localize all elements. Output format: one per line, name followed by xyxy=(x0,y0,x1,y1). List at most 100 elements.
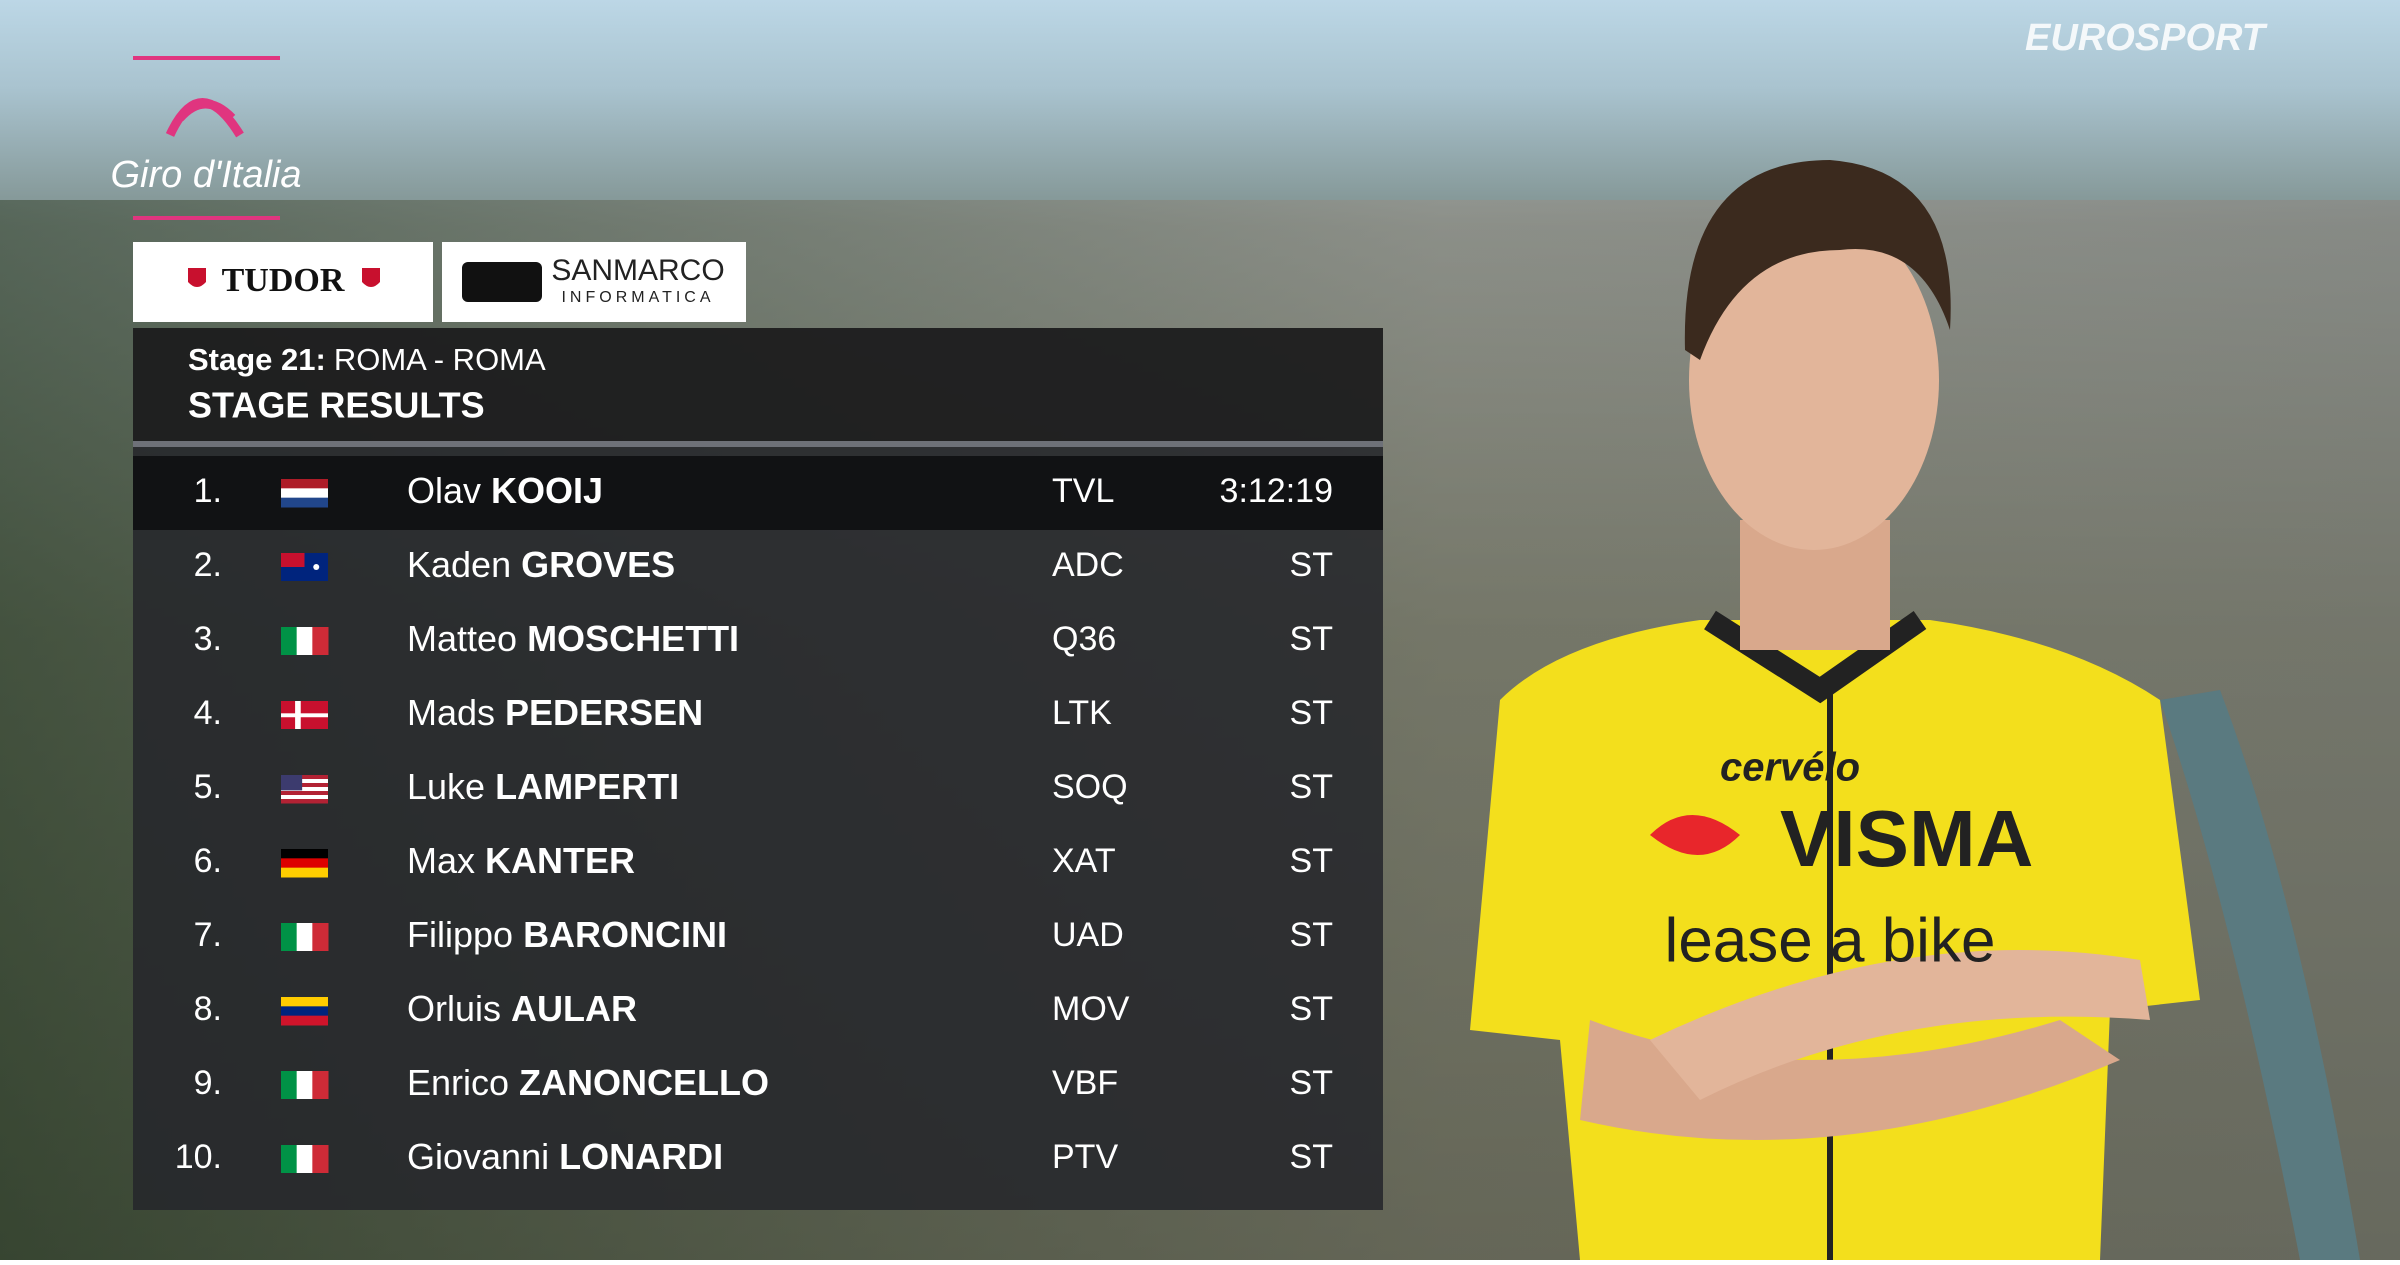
rank: 10. xyxy=(175,1138,222,1176)
team: VBF xyxy=(1052,1064,1118,1102)
last-name: LAMPERTI xyxy=(495,766,679,807)
last-name: ZANONCELLO xyxy=(519,1062,769,1103)
flag-stripe xyxy=(281,783,328,788)
flag-canton xyxy=(281,775,303,791)
first-name: Enrico xyxy=(407,1062,509,1103)
header-panel xyxy=(133,328,1383,441)
flag-stripe xyxy=(281,849,328,859)
river xyxy=(2160,690,2360,1260)
last-name: BARONCINI xyxy=(523,914,727,955)
rider-name: Kaden GROVES xyxy=(407,544,675,585)
flag-star xyxy=(313,564,320,570)
rank: 1. xyxy=(194,472,222,510)
giro-logo xyxy=(165,98,244,138)
flag-stripe xyxy=(281,1071,298,1099)
rider-name: Filippo BARONCINI xyxy=(407,914,727,955)
flag-stripe xyxy=(281,1006,328,1017)
flag xyxy=(281,997,328,1026)
stage-line: Stage 21: ROMA - ROMA xyxy=(188,342,546,377)
rider-name: Mads PEDERSEN xyxy=(407,692,703,733)
flag-stripe xyxy=(281,775,328,780)
team: PTV xyxy=(1052,1138,1118,1176)
hair xyxy=(1684,160,1951,360)
team: Q36 xyxy=(1052,620,1116,658)
results-title: STAGE RESULTS xyxy=(188,385,485,426)
race-name: Giro d'Italia xyxy=(110,154,301,196)
first-name: Orluis xyxy=(407,988,501,1029)
rider: cervélo VISMA lease a bike xyxy=(1470,160,2200,1260)
flag xyxy=(281,553,328,581)
flag-stripe xyxy=(281,1015,328,1026)
jersey-text: VISMA xyxy=(1780,794,2033,883)
last-name: AULAR xyxy=(511,988,637,1029)
flag-stripe xyxy=(281,867,328,878)
time: ST xyxy=(1290,842,1333,880)
time: ST xyxy=(1290,916,1333,954)
first-name: Kaden xyxy=(407,544,511,585)
stage-number: Stage 21: xyxy=(188,342,326,377)
flag-stripe xyxy=(281,488,328,499)
results-rows: 1. Olav KOOIJ TVL 3:12:19 2. Kaden GROVES ADC ST 3… xyxy=(133,456,1383,1177)
stage-route: ROMA - ROMA xyxy=(334,342,546,377)
time: ST xyxy=(1290,694,1333,732)
team: MOV xyxy=(1052,990,1130,1028)
flag xyxy=(281,775,328,804)
flag-stripe xyxy=(281,858,328,869)
first-name: Matteo xyxy=(407,618,517,659)
jersey-text: lease a bike xyxy=(1665,906,1996,975)
flag-stripe xyxy=(281,627,298,655)
flag-stripe xyxy=(281,1145,298,1173)
rank: 2. xyxy=(194,546,222,584)
flag-stripe xyxy=(281,479,328,489)
flag-stripe xyxy=(281,779,328,784)
arms xyxy=(1580,1020,2120,1140)
flag-stripe xyxy=(281,997,328,1007)
rider-name: Enrico ZANONCELLO xyxy=(407,1062,769,1103)
flag-union xyxy=(281,553,305,567)
flag-stripe xyxy=(296,923,313,951)
flag-stripe xyxy=(296,627,313,655)
flag-stripe xyxy=(281,799,328,804)
flag-stripe xyxy=(296,1145,313,1173)
last-name: MOSCHETTI xyxy=(527,618,739,659)
first-name: Luke xyxy=(407,766,485,807)
flag-stripe xyxy=(281,497,328,508)
rank: 8. xyxy=(194,990,222,1028)
time: ST xyxy=(1290,1064,1333,1102)
flag xyxy=(281,1071,329,1099)
time: ST xyxy=(1290,768,1333,806)
rank: 3. xyxy=(194,620,222,658)
rank: 6. xyxy=(194,842,222,880)
flag xyxy=(281,1145,329,1173)
time: 3:12:19 xyxy=(1220,472,1333,510)
sponsor-sub: INFORMATICA xyxy=(561,289,714,306)
first-name: Mads xyxy=(407,692,495,733)
flag-stripe xyxy=(281,923,298,951)
rank: 4. xyxy=(194,694,222,732)
flag-stripe xyxy=(312,1145,329,1173)
flag-stripe xyxy=(312,923,329,951)
flag xyxy=(281,701,328,729)
rider-name: Max KANTER xyxy=(407,840,635,881)
table-panel xyxy=(133,447,1383,1210)
rank: 5. xyxy=(194,768,222,806)
flag-stripe xyxy=(312,627,329,655)
sm-logo xyxy=(462,262,542,302)
sponsor: TUDOR xyxy=(222,262,345,299)
flag-stripe xyxy=(296,1071,313,1099)
flag xyxy=(281,849,328,878)
time: ST xyxy=(1290,620,1333,658)
team: SOQ xyxy=(1052,768,1128,806)
last-name: KOOIJ xyxy=(491,470,603,511)
first-name: Olav xyxy=(407,470,481,511)
jersey-logo xyxy=(1650,815,1740,855)
flag xyxy=(281,479,328,508)
row-highlight xyxy=(133,456,1383,530)
team: UAD xyxy=(1052,916,1124,954)
flag-cross xyxy=(281,713,328,718)
team: XAT xyxy=(1052,842,1116,880)
jersey-text: cervélo xyxy=(1720,746,1860,790)
rider-name: Olav KOOIJ xyxy=(407,470,603,511)
